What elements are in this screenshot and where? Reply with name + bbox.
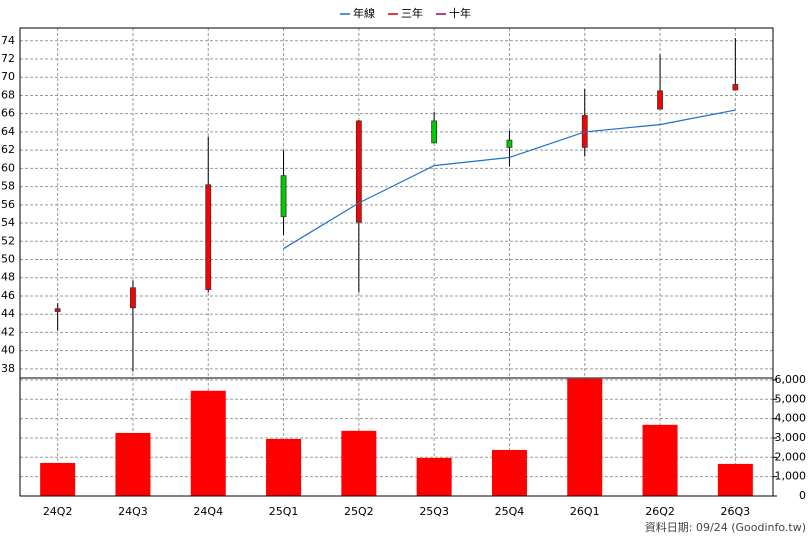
- y-tick-label: 42: [1, 325, 15, 338]
- candle-body: [732, 84, 739, 91]
- x-tick-label: 25Q1: [269, 505, 299, 518]
- y2-tick-label: 4,000: [775, 412, 807, 425]
- volume-bar: [40, 462, 76, 496]
- candle-body: [130, 287, 136, 309]
- y-tick-label: 62: [1, 143, 15, 156]
- x-tick-label: 26Q1: [570, 505, 600, 518]
- y-tick-label: 68: [1, 88, 15, 101]
- legend-label: 三年: [401, 6, 423, 20]
- volume-bar: [341, 430, 377, 496]
- candle-body: [431, 120, 438, 144]
- volume-bar: [416, 457, 452, 496]
- y-tick-label: 50: [1, 253, 15, 266]
- y2-tick-label: 2,000: [775, 450, 807, 463]
- y-tick-label: 56: [1, 198, 15, 211]
- y-tick-label: 38: [1, 362, 15, 375]
- y2-tick-label: 6,000: [775, 373, 807, 386]
- legend-label: 十年: [449, 6, 471, 20]
- y2-tick-label: 3,000: [775, 431, 807, 444]
- volume-bar: [717, 463, 753, 496]
- y2-tick-label: 5,000: [775, 392, 807, 405]
- volume-bar: [266, 438, 302, 496]
- volume-bar: [115, 432, 151, 496]
- y-tick-label: 64: [1, 125, 15, 138]
- x-tick-label: 26Q2: [645, 505, 675, 518]
- y-tick-label: 60: [1, 161, 15, 174]
- x-tick-label: 25Q3: [419, 505, 449, 518]
- volume-bar: [642, 424, 678, 496]
- candle-body: [54, 308, 61, 312]
- candle-body: [506, 139, 513, 148]
- volume-bar: [567, 378, 603, 496]
- y-tick-label: 40: [1, 344, 15, 357]
- line-series: [283, 109, 736, 250]
- volume-bar: [491, 449, 527, 496]
- y-tick-label: 46: [1, 289, 15, 302]
- y-tick-label: 44: [1, 307, 15, 320]
- x-tick-label: 25Q2: [344, 505, 374, 518]
- y-tick-label: 48: [1, 271, 15, 284]
- candle-body: [355, 120, 362, 223]
- volume-bar: [190, 390, 226, 496]
- y-tick-label: 52: [1, 234, 15, 247]
- y-tick-label: 58: [1, 180, 15, 193]
- y-tick-label: 54: [1, 216, 15, 229]
- y2-tick-label: 1,000: [775, 470, 807, 483]
- x-tick-label: 24Q2: [43, 505, 73, 518]
- y-tick-label: 70: [1, 70, 15, 83]
- y-tick-label: 66: [1, 107, 15, 120]
- y2-tick-label: 0: [799, 489, 806, 502]
- volume-frame: [19, 377, 774, 497]
- x-tick-label: 26Q3: [721, 505, 751, 518]
- x-tick-label: 24Q4: [193, 505, 223, 518]
- y-tick-label: 74: [1, 34, 15, 47]
- candle-body: [657, 90, 663, 110]
- legend-label: 年線: [353, 6, 375, 20]
- x-tick-label: 25Q4: [495, 505, 525, 518]
- footer: 資料日期: 09/24 (Goodinfo.tw): [645, 520, 806, 534]
- x-tick-label: 24Q3: [118, 505, 148, 518]
- y-tick-label: 72: [1, 52, 15, 65]
- candle-body: [280, 175, 287, 218]
- candle-body: [205, 184, 212, 290]
